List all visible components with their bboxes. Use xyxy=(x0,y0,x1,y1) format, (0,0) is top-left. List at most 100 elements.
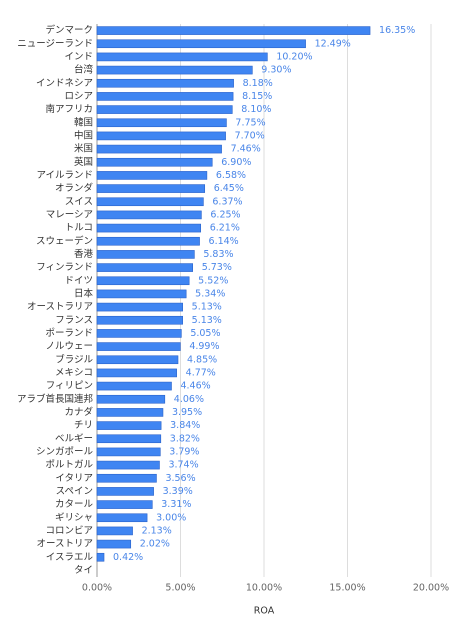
y-tick-label: 米国 xyxy=(74,143,93,155)
value-label: 7.75% xyxy=(235,117,265,128)
bar xyxy=(96,447,161,457)
y-tick-label: ポーランド xyxy=(45,328,93,339)
value-label: 4.06% xyxy=(174,394,204,405)
bar xyxy=(96,157,213,167)
y-tick-label: イスラエル xyxy=(46,552,94,563)
value-label: 6.14% xyxy=(209,236,239,247)
x-axis-title: ROA xyxy=(254,606,275,617)
value-label: 12.49% xyxy=(315,38,351,49)
y-tick-label: 韓国 xyxy=(74,117,93,128)
value-label: 3.95% xyxy=(172,407,202,418)
bar xyxy=(96,78,234,88)
bar xyxy=(96,118,227,128)
x-tick-label: 10.00% xyxy=(246,583,282,594)
value-label: 7.70% xyxy=(235,130,265,141)
value-label: 2.13% xyxy=(142,525,172,536)
bar xyxy=(96,197,204,207)
bar xyxy=(96,394,166,404)
y-tick-label: タイ xyxy=(74,565,93,576)
bar xyxy=(96,487,154,496)
value-label: 3.31% xyxy=(161,499,191,510)
y-tick-label: イタリア xyxy=(55,473,93,484)
value-label: 6.45% xyxy=(214,183,244,194)
value-label: 8.18% xyxy=(243,78,273,89)
value-label: 7.46% xyxy=(231,144,261,155)
value-label: 4.99% xyxy=(189,341,219,352)
y-tick-label: チリ xyxy=(74,420,93,431)
value-label: 5.13% xyxy=(192,302,222,313)
y-tick-label: フィリピン xyxy=(46,381,93,392)
y-tick-label: 南アフリカ xyxy=(45,103,93,115)
bar xyxy=(96,250,195,259)
bar xyxy=(96,171,208,180)
bar xyxy=(96,65,253,75)
y-tick-label: ブラジル xyxy=(55,353,93,365)
value-label: 3.74% xyxy=(168,460,198,471)
y-tick-label: インド xyxy=(64,51,93,62)
bar xyxy=(96,513,148,523)
x-tick-label: 20.00% xyxy=(413,583,449,594)
y-tick-label: カタール xyxy=(55,499,94,510)
y-tick-label: インドネシア xyxy=(36,78,93,89)
value-label: 8.10% xyxy=(241,104,271,115)
y-tick-label: フランス xyxy=(55,315,93,326)
x-tick-label: 0.00% xyxy=(82,583,112,594)
value-label: 0.42% xyxy=(113,552,143,563)
y-tick-label: アイルランド xyxy=(36,170,93,181)
bar xyxy=(96,421,162,430)
bar xyxy=(96,355,179,365)
value-label: 3.56% xyxy=(165,473,195,484)
x-tick-label: 15.00% xyxy=(329,583,365,594)
value-label: 6.37% xyxy=(212,196,242,207)
y-tick-label: 香港 xyxy=(74,248,94,260)
y-tick-label: オーストラリア xyxy=(27,302,93,313)
y-tick-label: ポルトガル xyxy=(45,460,93,471)
value-label: 5.13% xyxy=(192,315,222,326)
value-label: 5.05% xyxy=(190,328,220,339)
value-label: 3.39% xyxy=(163,486,193,497)
y-tick-label: スウェーデン xyxy=(36,235,93,247)
y-tick-label: マレーシア xyxy=(46,209,93,220)
bar xyxy=(96,315,183,325)
value-label: 3.79% xyxy=(169,446,199,457)
y-tick-label: スペイン xyxy=(56,486,93,497)
bar xyxy=(96,329,182,338)
bar xyxy=(96,302,183,312)
bar xyxy=(96,105,233,114)
y-tick-label: 日本 xyxy=(74,287,94,299)
bar xyxy=(96,289,187,299)
y-tick-label: ロシア xyxy=(64,91,93,102)
bar xyxy=(96,500,153,509)
value-label: 8.15% xyxy=(242,91,272,102)
y-tick-label: アラブ首長国連邦 xyxy=(17,393,94,405)
value-label: 6.58% xyxy=(216,170,246,181)
y-tick-label: ノルウェー xyxy=(45,341,93,352)
value-label: 4.77% xyxy=(186,367,216,378)
bar xyxy=(96,210,202,220)
y-tick-label: オランダ xyxy=(55,182,94,194)
bar xyxy=(96,236,200,246)
value-label: 3.00% xyxy=(156,512,186,523)
bar xyxy=(96,552,105,562)
y-tick-label: オーストリア xyxy=(36,539,93,550)
bar xyxy=(96,276,190,286)
y-tick-label: コロンビア xyxy=(45,525,93,536)
bar xyxy=(96,263,193,272)
bar xyxy=(96,368,177,378)
value-label: 10.20% xyxy=(276,51,312,62)
value-label: 3.84% xyxy=(170,420,200,431)
bar xyxy=(96,539,132,549)
bar xyxy=(96,473,157,483)
y-tick-label: カナダ xyxy=(64,406,93,418)
value-label: 9.30% xyxy=(261,65,291,76)
y-tick-label: 中国 xyxy=(74,129,93,141)
bar xyxy=(96,92,234,101)
y-tick-label: シンガポール xyxy=(36,446,94,457)
value-label: 2.02% xyxy=(140,539,170,550)
bar xyxy=(96,39,306,49)
value-label: 6.90% xyxy=(221,157,251,168)
value-label: 5.73% xyxy=(202,262,232,273)
value-label: 4.46% xyxy=(180,381,210,392)
bar xyxy=(96,342,181,351)
